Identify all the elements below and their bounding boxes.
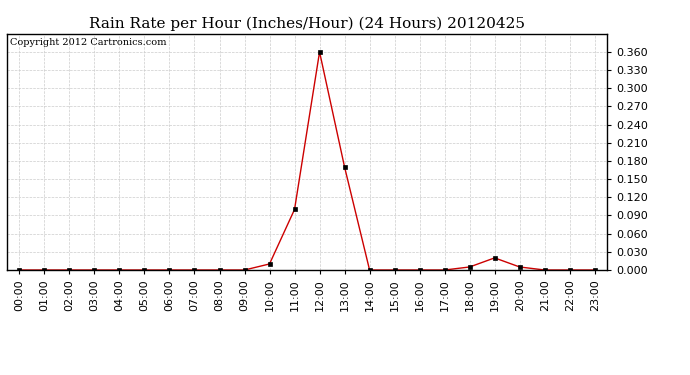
- Title: Rain Rate per Hour (Inches/Hour) (24 Hours) 20120425: Rain Rate per Hour (Inches/Hour) (24 Hou…: [89, 17, 525, 31]
- Text: Copyright 2012 Cartronics.com: Copyright 2012 Cartronics.com: [10, 39, 166, 48]
